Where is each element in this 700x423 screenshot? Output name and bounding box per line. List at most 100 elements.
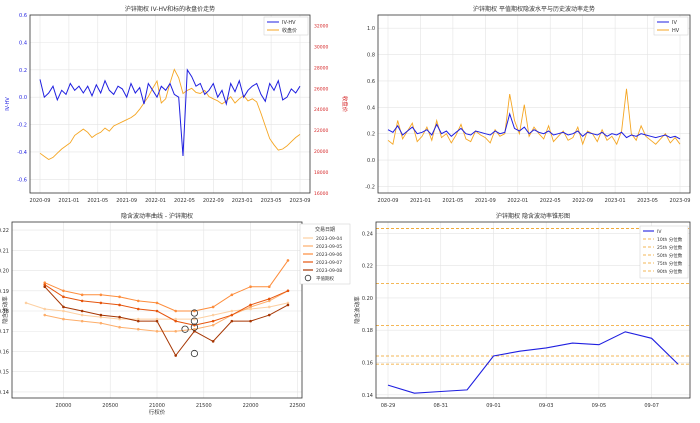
- smile-point: [43, 281, 47, 284]
- smile-point: [99, 315, 103, 319]
- smile-point: [230, 309, 234, 313]
- legend-label: 50th 分位数: [657, 252, 683, 259]
- legend-label: 2023-09-08: [316, 268, 342, 274]
- y2-tick-label: 22000: [314, 128, 328, 134]
- chart-title: 沪锌期权 平值期权隐波水平与历史波动率走势: [473, 5, 595, 13]
- x-tick-label: 21000: [149, 403, 165, 409]
- smile-point: [155, 329, 159, 333]
- smile-point: [230, 319, 234, 323]
- smile-point: [118, 325, 121, 329]
- atm-marker: [190, 309, 199, 317]
- smile-point: [155, 319, 159, 323]
- smile-point: [174, 319, 178, 323]
- y-axis-label: IV-HV: [5, 97, 11, 111]
- plot-frame: [29, 14, 311, 194]
- x-tick-label: 22500: [289, 403, 305, 409]
- x-tick-label: 2022-01: [507, 198, 528, 204]
- legend-label: 2023-09-04: [316, 236, 342, 242]
- plot-frame: [377, 14, 691, 194]
- y2-tick-label: 24000: [314, 107, 328, 113]
- smile-point: [174, 329, 178, 333]
- legend-box: [653, 16, 689, 36]
- y-tick-label: 0.2: [19, 68, 27, 74]
- y2-axis-label: 收盘价: [341, 96, 349, 113]
- y-tick-label: 0.14: [362, 393, 373, 399]
- x-tick-label: 2023-09: [670, 198, 691, 204]
- legend: IV HV: [653, 16, 689, 36]
- smile-point: [174, 309, 178, 313]
- y-tick-label: 0.2: [367, 132, 375, 138]
- x-tick-label: 2022-09: [572, 198, 593, 204]
- smile-point: [80, 299, 84, 303]
- chart-iv-cone: 沪锌期权 隐含波动率锥形图 0.14 0.16 0.18 0.20 0.22 0.24 08-…: [353, 212, 691, 409]
- smile-point: [62, 317, 65, 321]
- legend-label: 2023-09-07: [316, 260, 342, 266]
- plot-frame: [11, 221, 303, 399]
- x-tick-label: 2020-09: [378, 198, 399, 204]
- smile-point: [286, 303, 290, 307]
- legend-label: 收盘价: [282, 27, 297, 34]
- legend-label: 2023-09-05: [316, 244, 342, 250]
- y2-tick-label: 28000: [314, 65, 328, 71]
- y-tick-label: 0.0: [19, 95, 27, 101]
- legend-label: 25th 分位数: [657, 244, 683, 251]
- smile-point: [43, 285, 47, 289]
- x-tick-label: 22000: [243, 403, 259, 409]
- iv-hv-line: [39, 68, 301, 157]
- y2-tick-label: 30000: [314, 44, 328, 50]
- smile-point: [267, 313, 271, 317]
- smile-point: [230, 313, 234, 317]
- x-tick-label: 08-31: [433, 403, 448, 409]
- legend: 交易日期 2023-09-04 2023-09-05 2023-09-06 2023-0…: [299, 223, 351, 285]
- smile-point: [62, 309, 65, 313]
- legend-label: 2023-09-06: [316, 252, 342, 258]
- legend-label: IV-HV: [282, 20, 296, 26]
- smile-line: [44, 284, 289, 326]
- y-tick-label: 0.14: [0, 390, 9, 396]
- y-tick-label: -0.2: [365, 184, 375, 190]
- smile-point: [193, 309, 196, 313]
- y-tick-label: 0.21: [0, 248, 9, 254]
- smile-point: [174, 354, 178, 357]
- legend-label: 平值期权: [316, 275, 334, 282]
- x-tick-label: 2022-05: [540, 198, 561, 204]
- x-tick-label: 2022-09: [203, 198, 224, 204]
- y-tick-label: 0.4: [367, 105, 375, 111]
- smile-point: [62, 295, 65, 299]
- y2-tick-label: 20000: [314, 149, 328, 155]
- smile-point: [80, 319, 84, 323]
- y2-tick-label: 16000: [314, 191, 328, 197]
- y-tick-label: 0.8: [367, 53, 375, 59]
- legend-label: 90th 分位数: [657, 268, 683, 275]
- smile-point: [249, 305, 252, 309]
- x-tick-label: 09-03: [539, 403, 554, 409]
- y-tick-label: 0.20: [362, 296, 373, 302]
- x-tick-label: 2022-01: [145, 198, 166, 204]
- legend-title: 交易日期: [315, 226, 335, 233]
- x-tick-label: 2022-05: [174, 198, 195, 204]
- x-tick-label: 08-29: [381, 403, 396, 409]
- x-tick-label: 2023-09: [290, 198, 311, 204]
- atm-marker: [190, 323, 199, 331]
- y-tick-label: 0.0: [367, 158, 375, 164]
- smile-point: [80, 313, 84, 317]
- y2-tick-label: 32000: [314, 23, 328, 29]
- y-tick-label: 0.18: [0, 309, 9, 315]
- legend-atm-marker: [304, 274, 312, 282]
- y-tick-label: 0.19: [0, 289, 9, 295]
- smile-point: [43, 313, 47, 317]
- smile-point: [249, 319, 252, 323]
- smile-point: [136, 327, 140, 331]
- atm-marker: [181, 325, 189, 333]
- smile-point: [99, 321, 103, 325]
- smile-point: [80, 293, 84, 297]
- smile-point: [249, 307, 252, 311]
- smile-point: [136, 299, 140, 303]
- y-tick-label: 0.6: [367, 79, 375, 85]
- chart-title: 隐含波动率曲线 - 沪锌期权: [121, 212, 193, 220]
- x-tick-label: 20000: [55, 403, 71, 409]
